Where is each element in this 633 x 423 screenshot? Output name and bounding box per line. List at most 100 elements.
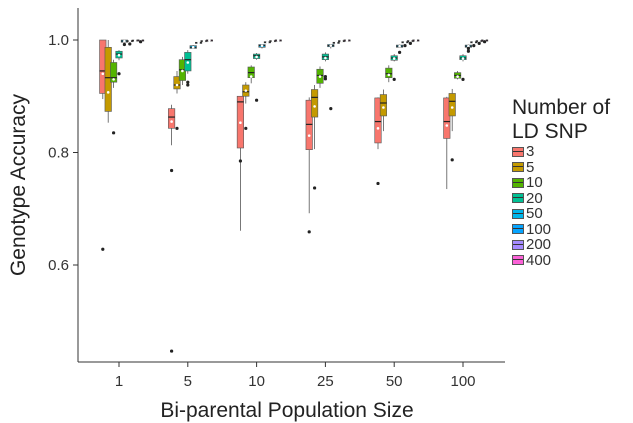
legend-item: 200 (512, 237, 610, 253)
x-axis-title: Bi-parental Population Size (160, 399, 413, 422)
outlier-point (392, 77, 396, 81)
legend-item: 50 (512, 206, 610, 222)
legend-label: 3 (526, 143, 535, 161)
legend-key (512, 193, 524, 204)
box (311, 89, 319, 118)
box (448, 93, 456, 117)
outlier-point (376, 181, 380, 186)
mean-point (398, 44, 401, 48)
box-400-25 (343, 38, 351, 42)
box-100-100 (470, 40, 478, 48)
x-tick-label: 10 (248, 373, 265, 390)
outlier-point (244, 126, 248, 130)
box-100-10 (263, 40, 271, 44)
outlier-point (170, 168, 174, 173)
outlier-point (112, 131, 116, 135)
legend-item: 20 (512, 191, 610, 207)
mean-point (450, 106, 454, 109)
legend-key (512, 224, 524, 235)
box-3-100 (443, 96, 451, 190)
legend-item: 10 (512, 175, 610, 191)
mean-point (387, 73, 391, 77)
outlier-point (170, 349, 174, 353)
box-50-5 (189, 45, 197, 49)
y-tick-label: 0.8 (48, 145, 69, 162)
mean-point (266, 40, 269, 44)
x-tick-label: 50 (386, 373, 403, 390)
box-5-50 (379, 89, 387, 132)
box-10-1 (110, 59, 118, 135)
box-400-100 (481, 38, 489, 44)
outlier-point (186, 83, 190, 87)
legend-key (512, 255, 524, 266)
box-100-5 (195, 41, 203, 45)
box-10-50 (385, 65, 393, 83)
box (443, 97, 451, 139)
box-50-10 (258, 43, 266, 49)
outlier-point (186, 80, 190, 84)
box-5-100 (448, 88, 456, 162)
mean-point (271, 39, 275, 43)
outlier-point (408, 41, 412, 45)
legend-label: 5 (526, 158, 535, 176)
box (385, 67, 393, 78)
mean-point (313, 105, 316, 108)
box-50-25 (327, 43, 335, 111)
x-tick-label: 100 (450, 373, 475, 390)
mean-point (197, 41, 200, 45)
outlier-point (323, 77, 327, 81)
mean-point (329, 44, 333, 47)
mean-point (112, 78, 115, 81)
mean-point (472, 40, 476, 44)
box-5-25 (311, 85, 319, 190)
legend-key (512, 162, 524, 173)
mean-point (276, 38, 280, 42)
x-axis-ticks: 1 5 10 25 50 100 (115, 362, 476, 390)
box-20-25 (321, 52, 329, 81)
legend: Number of LD SNP 3 5 10 20 50 100 200 400 (512, 96, 610, 268)
outlier-point (329, 107, 333, 111)
mean-point (186, 61, 190, 64)
outlier-point (450, 158, 454, 162)
legend-item: 5 (512, 160, 610, 176)
box (110, 62, 118, 83)
legend-item: 100 (512, 222, 610, 238)
mean-point (175, 83, 179, 87)
mean-point (392, 57, 396, 60)
mean-point (106, 91, 110, 94)
y-axis-title: Genotype Accuracy (7, 93, 30, 276)
mean-point (403, 40, 407, 44)
box-3-50 (374, 97, 382, 186)
outlier-point (117, 72, 121, 76)
mean-point (239, 121, 242, 124)
box-20-10 (253, 52, 261, 102)
mean-point (244, 89, 248, 92)
box-400-10 (274, 38, 282, 42)
mean-point (376, 127, 380, 130)
outlier-point (307, 230, 311, 234)
mean-point (382, 106, 385, 109)
mean-point (409, 39, 412, 43)
mean-point (101, 72, 105, 76)
box-3-25 (305, 97, 313, 234)
legend-label: 20 (526, 189, 543, 207)
mean-point (456, 75, 459, 78)
mean-point (467, 44, 470, 48)
box-3-10 (236, 95, 244, 231)
mean-point (255, 55, 258, 59)
box (168, 108, 176, 129)
box-400-50 (412, 38, 420, 42)
mean-point (477, 39, 481, 43)
mean-point (334, 41, 338, 45)
outlier-point (139, 40, 143, 44)
legend-item: 3 (512, 144, 610, 160)
box-3-5 (168, 104, 176, 353)
outlier-point (313, 186, 317, 190)
box-5-5 (173, 70, 181, 130)
box-50-100 (464, 44, 472, 53)
box-10-25 (316, 66, 324, 88)
box-50-50 (396, 44, 404, 54)
box-20-5 (184, 50, 192, 87)
outlier-point (128, 42, 132, 46)
